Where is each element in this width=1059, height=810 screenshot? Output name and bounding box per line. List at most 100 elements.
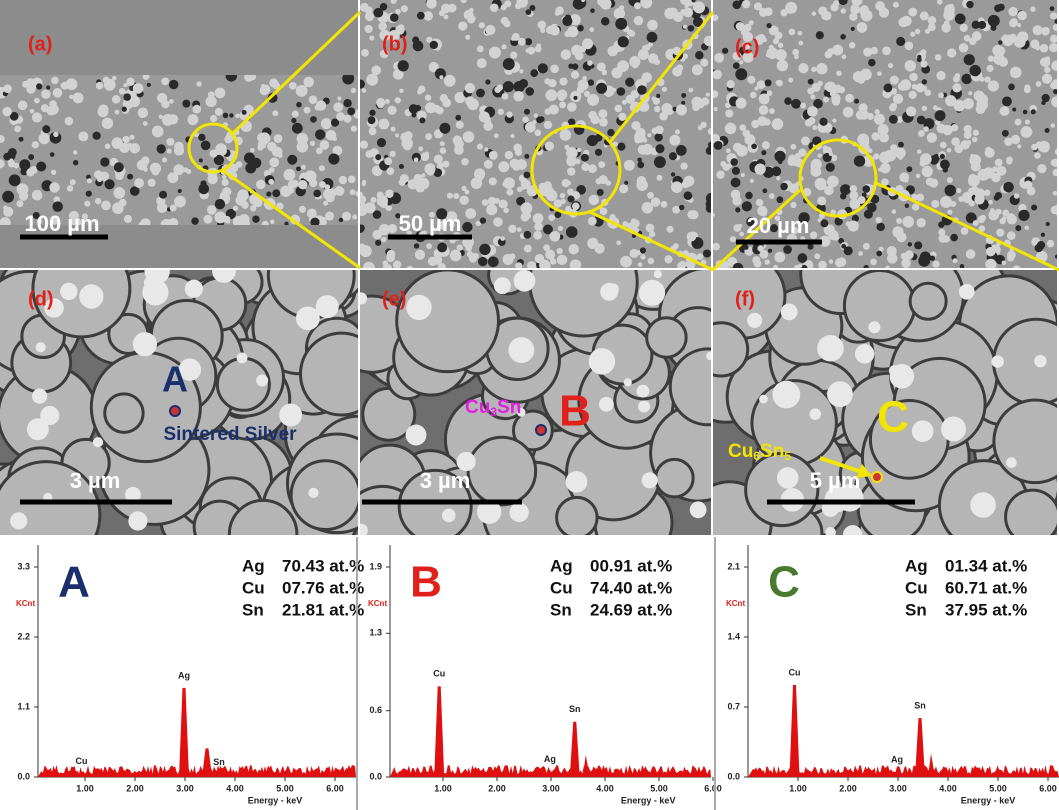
grain	[754, 164, 765, 175]
grain	[629, 30, 636, 37]
grain	[950, 234, 958, 242]
grain	[830, 3, 838, 11]
grain	[310, 141, 315, 146]
grain	[1002, 96, 1012, 106]
panel-label: (b)	[382, 33, 408, 55]
grain	[1050, 35, 1058, 43]
grain	[783, 245, 792, 254]
grain	[906, 166, 912, 172]
grain	[985, 147, 991, 153]
grain	[808, 79, 814, 85]
grain	[524, 109, 530, 115]
grain	[1002, 130, 1009, 137]
silver	[599, 397, 614, 412]
grain	[371, 65, 381, 75]
grain	[357, 195, 366, 204]
silver	[817, 335, 844, 362]
grain	[997, 3, 1004, 10]
grain	[827, 180, 832, 185]
grain	[651, 197, 660, 206]
grain	[977, 94, 988, 105]
grain	[490, 3, 499, 12]
grain	[417, 89, 422, 94]
grain	[902, 84, 907, 89]
silver	[637, 385, 650, 398]
grain	[840, 34, 846, 40]
grain	[899, 172, 909, 182]
grain	[1015, 225, 1021, 231]
grain	[587, 94, 599, 106]
grain	[414, 243, 419, 248]
grain	[640, 247, 646, 253]
grain	[130, 143, 140, 153]
grain	[670, 138, 676, 144]
scale-text: 3 µm	[70, 468, 121, 493]
silver	[868, 321, 880, 333]
grain	[567, 167, 575, 175]
grain	[757, 80, 766, 89]
grain	[631, 121, 640, 130]
grain	[656, 459, 694, 497]
grain	[807, 106, 818, 117]
silver	[781, 303, 798, 320]
silver	[256, 375, 268, 387]
grain	[214, 212, 226, 224]
grain	[933, 105, 938, 110]
grain	[754, 260, 762, 268]
grain	[291, 118, 296, 123]
grain	[343, 99, 351, 107]
element: Ag	[550, 556, 573, 575]
grain	[873, 153, 879, 159]
grain	[841, 8, 846, 13]
grain	[235, 114, 240, 119]
grain	[888, 63, 893, 68]
grain	[348, 176, 356, 184]
grain	[1031, 144, 1038, 151]
grain	[991, 25, 997, 31]
grain	[582, 38, 593, 49]
grain	[868, 59, 876, 67]
grain	[222, 187, 231, 196]
grain	[780, 183, 787, 190]
grain	[647, 133, 651, 137]
peak-shoulder	[583, 755, 590, 777]
x-tick-label: 6.00	[1039, 783, 1057, 793]
x-tick-label: 1.00	[76, 783, 94, 793]
grain	[408, 180, 414, 186]
grain	[41, 89, 51, 99]
grain	[863, 243, 870, 250]
grain	[922, 166, 933, 177]
grain	[750, 179, 754, 183]
grain	[1024, 226, 1028, 230]
grain	[61, 82, 69, 90]
grain	[745, 192, 752, 199]
grain	[893, 94, 903, 104]
grain	[210, 115, 217, 122]
grain	[800, 103, 806, 109]
y-tick-label: 0.0	[17, 771, 30, 781]
grain	[730, 236, 736, 242]
grain	[453, 256, 457, 260]
grain	[34, 98, 40, 104]
grain	[1002, 216, 1006, 220]
grain	[519, 69, 523, 73]
at-percent: 74.40 at.%	[590, 578, 672, 597]
grain	[644, 44, 650, 50]
silver	[639, 280, 665, 306]
x-axis-label: Energy - keV	[248, 795, 303, 805]
grain	[801, 136, 810, 145]
grain	[923, 126, 929, 132]
grain	[812, 12, 816, 16]
grain	[947, 48, 956, 57]
grain	[826, 163, 835, 172]
grain	[638, 262, 643, 267]
grain	[731, 178, 741, 188]
grain	[326, 193, 335, 202]
grain	[8, 160, 15, 167]
grain	[912, 84, 918, 90]
grain	[676, 64, 683, 71]
spectrum-letter: C	[768, 558, 800, 607]
grain	[776, 176, 780, 180]
grain	[744, 134, 755, 145]
silver	[406, 295, 431, 320]
